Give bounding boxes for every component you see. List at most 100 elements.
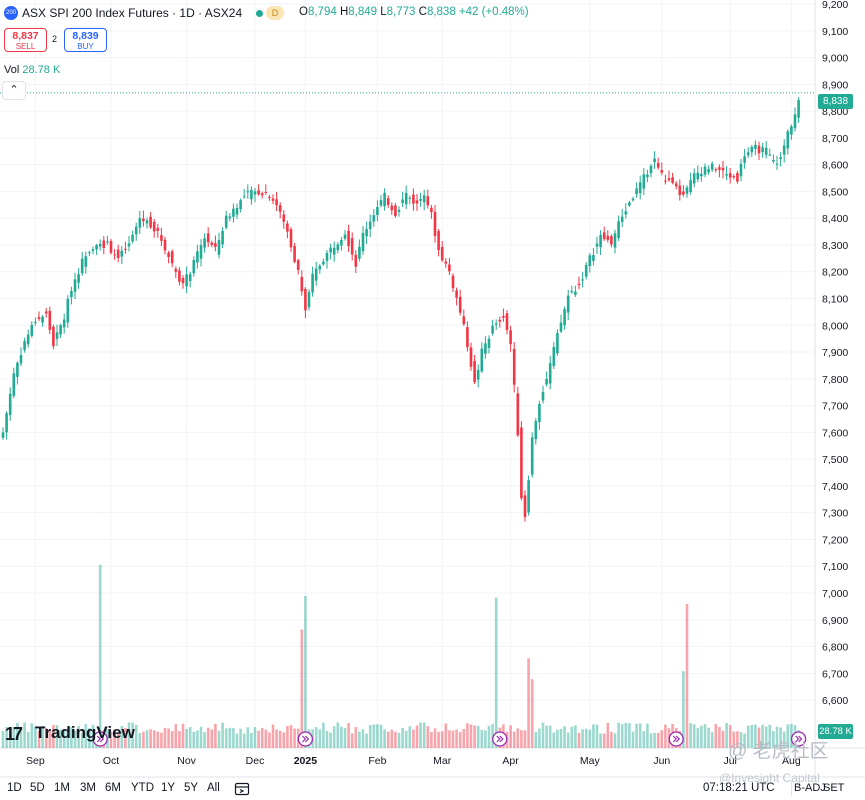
candle-body — [322, 261, 325, 265]
volume-bar — [577, 732, 581, 748]
volume-bar — [113, 729, 116, 748]
candle-body — [55, 332, 59, 339]
candle-body — [653, 158, 656, 163]
volume-bar — [12, 727, 16, 748]
event-marker-icon[interactable] — [668, 731, 684, 747]
symbol-logo[interactable]: 200 — [4, 6, 18, 20]
candle-body — [124, 248, 127, 250]
candle-body — [217, 240, 221, 255]
candle-body — [221, 230, 224, 245]
volume-bar — [52, 725, 55, 748]
range-1m-button[interactable]: 1M — [54, 782, 70, 794]
volume-bar — [689, 723, 692, 748]
volume-bar — [721, 730, 725, 748]
candle-body — [617, 221, 620, 239]
range-5d-button[interactable]: 5D — [30, 782, 45, 794]
candle-body — [440, 246, 444, 261]
volume-bar — [638, 723, 642, 748]
candle-body — [106, 241, 109, 243]
volume-bar — [422, 722, 426, 748]
volume-bar — [703, 724, 707, 748]
candle-body — [408, 197, 412, 199]
volume-bar — [606, 722, 610, 748]
volume-bar — [469, 724, 473, 748]
volume-bar — [437, 731, 440, 748]
volume-bar — [98, 564, 102, 748]
volume-bar — [692, 724, 696, 748]
time-tick-label: Sep — [26, 755, 45, 767]
volume-bar — [145, 730, 149, 748]
candle-body — [541, 392, 545, 401]
candle-body — [592, 255, 595, 261]
volume-bar — [383, 729, 386, 748]
candle-body — [768, 154, 772, 156]
volume-bar — [750, 724, 754, 748]
event-marker-icon[interactable] — [492, 731, 508, 747]
candle-body — [415, 200, 419, 204]
volume-bar — [520, 730, 523, 748]
candle-body — [250, 189, 253, 200]
volume-bar — [142, 731, 145, 748]
volume-bar — [775, 726, 779, 748]
candle-body — [120, 250, 124, 257]
tradingview-mark-icon: 17 — [5, 724, 23, 744]
watermark-tiger: @ 老虎社区 — [728, 741, 829, 762]
range-1y-button[interactable]: 1Y — [161, 782, 176, 794]
range-all-button[interactable]: All — [207, 782, 220, 794]
event-marker-icon[interactable] — [790, 731, 807, 747]
candle-body — [62, 319, 66, 328]
volume-bar — [700, 725, 703, 748]
volume-bar — [581, 729, 584, 748]
sell-button[interactable]: 8,837 SELL — [4, 28, 47, 52]
volume-bar — [178, 731, 181, 748]
range-ytd-button[interactable]: YTD — [131, 782, 154, 794]
range-1d-button[interactable]: 1D — [7, 782, 22, 794]
session-badge[interactable]: D — [266, 6, 284, 20]
clock-timestamp[interactable]: 07:18:21 UTC — [703, 782, 775, 794]
volume-bar — [120, 726, 124, 748]
buy-button[interactable]: 8,839 BUY — [64, 28, 107, 52]
event-marker-icon[interactable] — [92, 731, 108, 747]
candle-body — [131, 234, 134, 242]
volume-value: 28.78 K — [22, 64, 61, 76]
session-toggle[interactable]: SET — [823, 782, 845, 794]
event-marker-icon[interactable] — [297, 731, 314, 747]
price-tick-label: 7,200 — [822, 534, 848, 546]
volume-bar — [131, 722, 134, 748]
volume-bar — [242, 733, 246, 748]
price-tick-label: 7,700 — [822, 401, 848, 413]
volume-bar — [556, 729, 559, 748]
candle-body — [145, 220, 149, 224]
collapse-legend-button[interactable]: ⌃ — [2, 81, 26, 100]
candle-body — [577, 283, 581, 286]
candle-body — [584, 264, 588, 277]
candle-body — [84, 256, 88, 267]
volume-bar — [340, 726, 343, 748]
symbol-title[interactable]: ASX SPI 200 Index Futures · 1D · ASX24 — [22, 6, 243, 20]
calendar-goto-icon[interactable] — [234, 781, 250, 796]
candle-body — [332, 247, 336, 255]
volume-bar — [350, 733, 354, 748]
event-marker-arrows — [496, 735, 504, 743]
volume-bar — [462, 728, 466, 748]
range-5y-button[interactable]: 5Y — [184, 782, 199, 794]
volume-bars — [1, 564, 800, 748]
candle-body — [505, 313, 509, 330]
adjustment-toggle[interactable]: B-ADJ — [794, 782, 826, 794]
volume-bar — [743, 733, 746, 748]
range-6m-button[interactable]: 6M — [105, 782, 121, 794]
price-tick-label: 8,900 — [822, 79, 848, 91]
candle-body — [664, 180, 667, 182]
candle-body — [365, 229, 368, 237]
volume-bar — [566, 732, 570, 748]
candle-body — [538, 404, 541, 423]
time-tick-label: Oct — [103, 755, 119, 767]
range-3m-button[interactable]: 3M — [80, 782, 96, 794]
candle-body — [199, 245, 203, 259]
volume-legend[interactable]: Vol 28.78 K — [4, 64, 60, 76]
price-tick-label: 6,700 — [822, 668, 848, 680]
price-tick-label: 8,600 — [822, 160, 848, 172]
candle-body — [293, 246, 296, 262]
volume-bar — [736, 731, 739, 748]
